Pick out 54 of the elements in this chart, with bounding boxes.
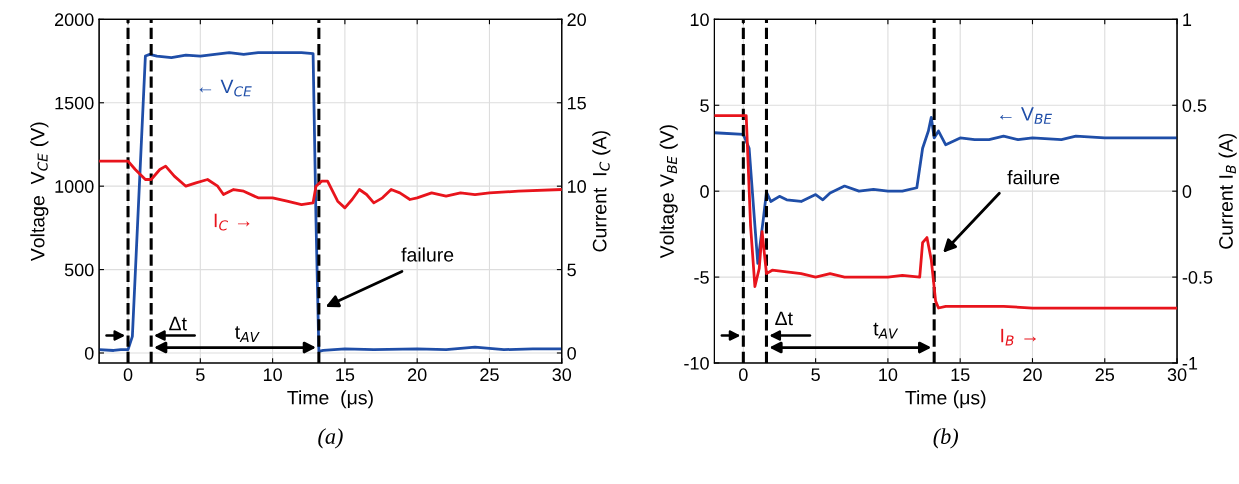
x-tick-label: 10 (263, 368, 282, 382)
annotation: t$_{AV}$ (873, 322, 899, 339)
x-tick-label: 0 (123, 368, 133, 382)
x-tick-label: 5 (811, 368, 820, 382)
x-tick-label: 5 (196, 368, 205, 382)
x-tick-label: 20 (1023, 368, 1042, 382)
y-tick-label: 0 (84, 346, 94, 360)
y2-tick-label: 0 (567, 346, 576, 360)
annotation: ← V$_{CE}$ (199, 79, 252, 97)
y-tick-label: 10 (690, 13, 709, 27)
x-tick-label: 0 (739, 368, 748, 382)
annotation: failure (401, 247, 454, 262)
y2-tick-label: 5 (567, 263, 576, 277)
y-axis-title: Voltage V$_{CE}$ (V) (30, 122, 49, 262)
annotation: Δt (169, 316, 187, 331)
text: (b) (933, 428, 959, 449)
annotation: Δt (775, 311, 793, 326)
y-tick-label: 2000 (55, 13, 94, 27)
y-tick-label: -5 (694, 271, 709, 284)
y-tick-label: 500 (64, 263, 94, 277)
x-tick-label: 15 (336, 368, 355, 382)
y2-tick-label: -1 (1182, 357, 1198, 370)
y-tick-label: 0 (700, 185, 709, 198)
y-tick-label: 5 (700, 99, 709, 112)
x-tick-label: 30 (552, 368, 572, 382)
y-axis-title: Voltage V$_{BE}$ (V) (659, 125, 678, 259)
y2-tick-label: 0.5 (1182, 99, 1207, 112)
y2-tick-label: 20 (567, 13, 586, 27)
y-tick-label: -10 (684, 356, 709, 370)
y-tick-label: 1500 (55, 96, 94, 110)
annotation: t$_{AV}$ (235, 326, 260, 342)
y2-tick-label: 0 (1182, 185, 1192, 198)
x-tick-label: 20 (408, 368, 427, 382)
y2-tick-label: -0.5 (1182, 271, 1213, 284)
x-tick-label: 25 (480, 368, 499, 382)
x-tick-label: 15 (951, 368, 970, 382)
text: (a) (318, 428, 343, 449)
x-tick-label: 25 (1095, 368, 1115, 382)
y2-tick-label: 15 (567, 96, 586, 110)
annotation: I$_{B}$ → (1001, 328, 1036, 346)
annotation: failure (1007, 170, 1060, 185)
x-axis-title: Time (μs) (905, 390, 986, 409)
x-tick-label: 10 (879, 368, 898, 382)
x-axis-title: Time (μs) (287, 390, 373, 409)
x-tick-label: 30 (1167, 368, 1187, 382)
y-tick-label: 1000 (55, 180, 94, 193)
y2-axis-title: Current I$_{C}$ (A) (592, 131, 611, 252)
y2-tick-label: 10 (567, 180, 586, 193)
annotation: I$_{C}$ → (214, 213, 250, 231)
y2-axis-title: Current I$_{B}$ (A) (1218, 133, 1237, 249)
line-series (99, 51, 562, 353)
annotation: ← V$_{BE}$ (1000, 107, 1052, 124)
y2-tick-label: 1 (1183, 13, 1192, 26)
line-series (99, 159, 562, 210)
